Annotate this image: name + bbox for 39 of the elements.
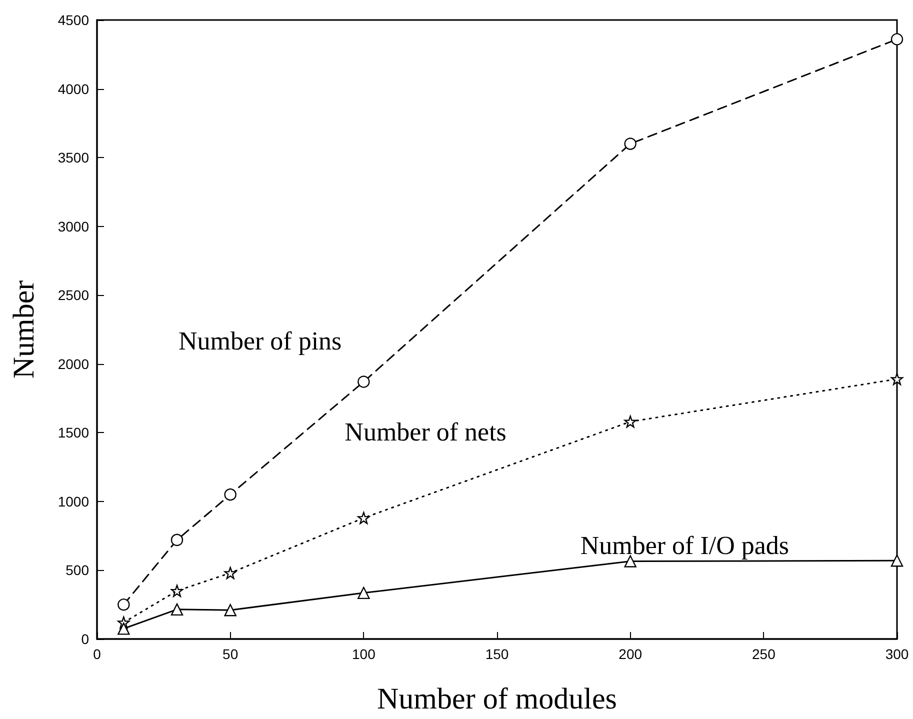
point (890, 554, 904, 567)
y-tick-label: 500 (66, 562, 90, 578)
series-label: Number of pins (178, 326, 342, 356)
y-axis-title: Number (8, 280, 40, 379)
point (890, 33, 904, 46)
y-tick-label: 3000 (58, 218, 90, 234)
series-label: Number of nets (344, 417, 506, 446)
x-tick-label: 300 (885, 646, 909, 662)
y-tick-label: 2000 (58, 356, 90, 372)
x-tick-label: 0 (93, 646, 102, 662)
point (624, 416, 636, 428)
y-tick-label: 0 (81, 631, 90, 647)
point (890, 372, 904, 386)
point (224, 604, 236, 616)
series-label: Number of I/O pads (580, 530, 790, 560)
x-tick-label: 100 (352, 646, 376, 662)
point (224, 566, 236, 580)
y-tick-label: 1000 (58, 493, 90, 510)
y-tick-label: 4000 (58, 80, 90, 97)
point (170, 534, 184, 546)
y-tick-label: 4500 (58, 12, 90, 28)
y-tick-label: 1500 (58, 424, 90, 441)
point (170, 584, 184, 597)
point (118, 622, 130, 635)
y-tick-label: 2500 (58, 287, 90, 304)
x-tick-label: 250 (752, 646, 776, 662)
y-tick-label: 3500 (58, 150, 90, 166)
point (358, 512, 370, 524)
x-tick-label: 50 (222, 646, 238, 662)
point (358, 586, 370, 600)
point (170, 603, 184, 616)
x-tick-label: 150 (485, 646, 509, 662)
point (624, 555, 636, 568)
point (624, 138, 636, 150)
x-axis-title: Number of modules (377, 682, 617, 716)
point (118, 598, 130, 611)
point (358, 376, 370, 388)
x-tick-label: 200 (618, 646, 642, 662)
point (224, 488, 236, 501)
